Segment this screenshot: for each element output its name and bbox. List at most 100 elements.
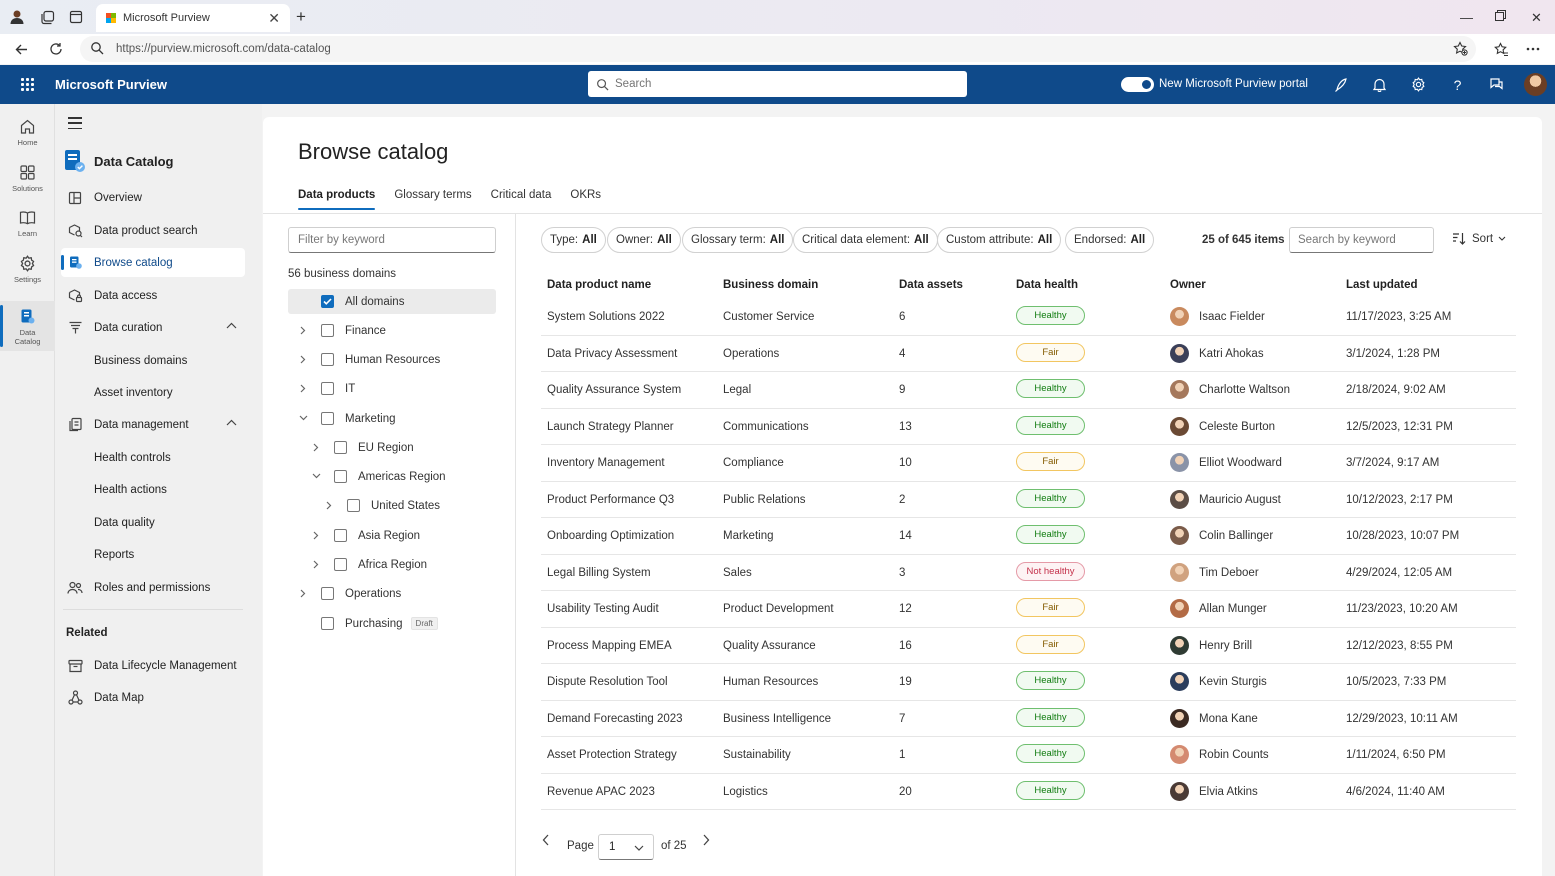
domain-item-purchasing[interactable]: Purchasing Draft: [288, 611, 496, 636]
table-row[interactable]: Legal Billing System Sales 3 Not healthy Tim…: [541, 555, 1516, 591]
checkbox[interactable]: [321, 617, 334, 630]
settings-icon[interactable]: [1410, 76, 1427, 93]
nav-item-reports[interactable]: Reports: [61, 540, 245, 569]
domain-item-it[interactable]: IT: [288, 376, 496, 401]
cell-product-name[interactable]: Revenue APAC 2023: [547, 785, 655, 798]
app-launcher-icon[interactable]: [21, 78, 34, 91]
table-row[interactable]: Quality Assurance System Legal 9 Healthy Cha…: [541, 372, 1516, 409]
next-page-icon[interactable]: [702, 834, 710, 846]
domain-item-asia-region[interactable]: Asia Region: [288, 523, 496, 548]
chevron-right-icon[interactable]: [298, 588, 308, 598]
feedback-icon[interactable]: [1488, 76, 1505, 93]
nav-item-health-controls[interactable]: Health controls: [61, 443, 245, 472]
nav-item-browse-catalog[interactable]: Browse catalog: [61, 248, 245, 277]
tab-okrs[interactable]: OKRs: [570, 189, 602, 201]
nav-item-data-lifecycle-management[interactable]: Data Lifecycle Management: [61, 651, 245, 680]
filter-type[interactable]: Type: All: [541, 227, 606, 253]
previous-page-icon[interactable]: [542, 834, 550, 846]
rail-item-learn[interactable]: Learn: [0, 207, 55, 238]
filter-owner[interactable]: Owner: All: [607, 227, 681, 253]
checkbox[interactable]: [334, 441, 347, 454]
nav-item-data-quality[interactable]: Data quality: [61, 508, 245, 537]
nav-item-asset-inventory[interactable]: Asset inventory: [61, 378, 245, 407]
cell-product-name[interactable]: Data Privacy Assessment: [547, 347, 678, 360]
browser-tab[interactable]: Microsoft Purview ✕: [96, 4, 290, 32]
global-search[interactable]: [588, 71, 967, 97]
account-avatar[interactable]: [1524, 73, 1547, 96]
table-row[interactable]: Launch Strategy Planner Communications 13 H…: [541, 409, 1516, 445]
url-bar[interactable]: https://purview.microsoft.com/data-catal…: [80, 36, 1476, 62]
cell-product-name[interactable]: Demand Forecasting 2023: [547, 712, 683, 725]
checkbox[interactable]: [334, 558, 347, 571]
column-header-domain[interactable]: Business domain: [723, 279, 819, 291]
rail-item-home[interactable]: Home: [0, 116, 55, 147]
checkbox[interactable]: [334, 470, 347, 483]
filter-endorsed[interactable]: Endorsed: All: [1065, 227, 1155, 253]
filter-custom-attribute[interactable]: Custom attribute: All: [937, 227, 1062, 253]
copilot-icon[interactable]: [1333, 76, 1350, 93]
table-row[interactable]: Inventory Management Compliance 10 Fair Elli…: [541, 445, 1516, 482]
page-select[interactable]: 1: [598, 834, 654, 860]
nav-item-data-product-search[interactable]: Data product search: [61, 216, 245, 245]
global-search-input[interactable]: [615, 78, 945, 90]
checkbox[interactable]: [321, 587, 334, 600]
table-row[interactable]: Product Performance Q3 Public Relations 2 H…: [541, 482, 1516, 518]
table-row[interactable]: Revenue APAC 2023 Logistics 20 Healthy Elvia…: [541, 774, 1516, 810]
window-close-icon[interactable]: ✕: [1531, 10, 1542, 25]
table-row[interactable]: Demand Forecasting 2023 Business Intellig…: [541, 701, 1516, 737]
filter-glossary-term[interactable]: Glossary term: All: [682, 227, 794, 253]
domain-item-finance[interactable]: Finance: [288, 318, 496, 343]
restore-icon[interactable]: [1495, 10, 1506, 21]
profile-icon[interactable]: [8, 8, 26, 26]
nav-item-data-access[interactable]: Data access: [61, 281, 245, 310]
domain-item-eu-region[interactable]: EU Region: [288, 435, 496, 460]
domain-item-marketing[interactable]: Marketing: [288, 406, 496, 431]
new-tab-icon[interactable]: +: [296, 7, 306, 26]
cell-product-name[interactable]: Dispute Resolution Tool: [547, 676, 668, 688]
chevron-up-icon[interactable]: [226, 419, 237, 426]
minimize-icon[interactable]: —: [1460, 10, 1473, 25]
nav-item-health-actions[interactable]: Health actions: [61, 475, 245, 504]
domain-item-americas-region[interactable]: Americas Region: [288, 464, 496, 489]
domain-filter-input[interactable]: [288, 227, 496, 253]
checkbox[interactable]: [321, 382, 334, 395]
tab-close-icon[interactable]: ✕: [268, 9, 280, 26]
checkbox-checked[interactable]: [321, 295, 334, 308]
domain-item-africa-region[interactable]: Africa Region: [288, 552, 496, 577]
back-icon[interactable]: [12, 40, 30, 58]
chevron-right-icon[interactable]: [298, 325, 308, 335]
nav-item-roles-and-permissions[interactable]: Roles and permissions: [61, 573, 245, 602]
chevron-down-icon[interactable]: [311, 471, 321, 481]
new-portal-toggle[interactable]: [1121, 77, 1154, 92]
chevron-right-icon[interactable]: [298, 354, 308, 364]
checkbox[interactable]: [347, 499, 360, 512]
table-row[interactable]: Asset Protection Strategy Sustainability 1…: [541, 737, 1516, 774]
hamburger-menu-icon[interactable]: [68, 117, 82, 129]
chevron-right-icon[interactable]: [311, 530, 321, 540]
app-name[interactable]: Microsoft Purview: [55, 77, 167, 92]
chevron-right-icon[interactable]: [311, 559, 321, 569]
notifications-icon[interactable]: [1371, 76, 1388, 93]
tab-data-products[interactable]: Data products: [298, 189, 376, 210]
cell-product-name[interactable]: Asset Protection Strategy: [547, 749, 677, 761]
rail-item-solutions[interactable]: Solutions: [0, 162, 55, 193]
column-header-name[interactable]: Data product name: [547, 279, 652, 291]
sort-button[interactable]: Sort: [1452, 232, 1506, 245]
cell-product-name[interactable]: Quality Assurance System: [547, 384, 682, 396]
tab-glossary-terms[interactable]: Glossary terms: [394, 189, 472, 201]
refresh-icon[interactable]: [47, 40, 65, 58]
table-row[interactable]: System Solutions 2022 Customer Service 6 He…: [541, 299, 1516, 336]
checkbox[interactable]: [321, 353, 334, 366]
nav-item-data-management[interactable]: Data management: [61, 410, 245, 439]
more-options-icon[interactable]: [1524, 40, 1542, 58]
table-search-input[interactable]: [1289, 227, 1434, 253]
column-header-health[interactable]: Data health: [1016, 279, 1078, 291]
tab-critical-data[interactable]: Critical data: [490, 189, 552, 201]
checkbox[interactable]: [321, 324, 334, 337]
nav-item-business-domains[interactable]: Business domains: [61, 346, 245, 375]
checkbox[interactable]: [334, 529, 347, 542]
table-row[interactable]: Usability Testing Audit Product Developme…: [541, 591, 1516, 628]
column-header-owner[interactable]: Owner: [1170, 279, 1206, 291]
domain-item-united-states[interactable]: United States: [288, 493, 496, 518]
tab-actions-icon[interactable]: [67, 8, 85, 26]
